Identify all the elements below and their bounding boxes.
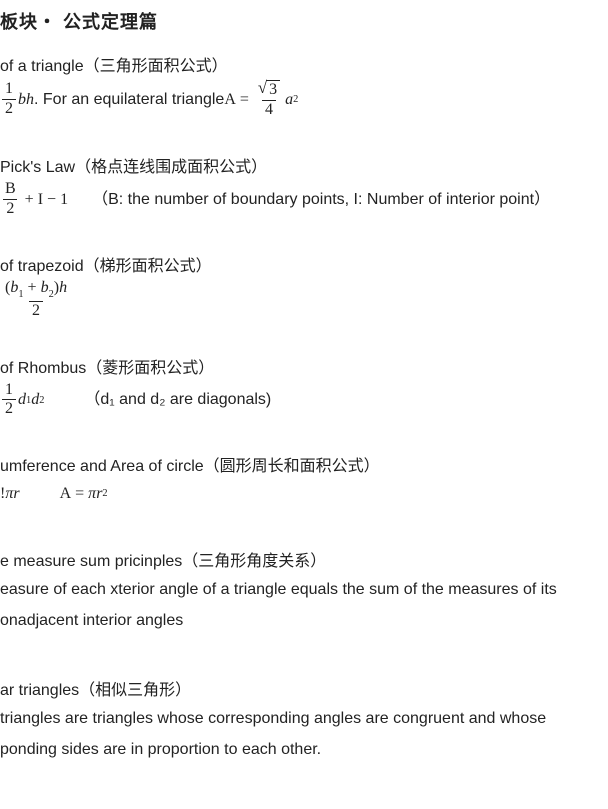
section-title-picks: Pick's Law（格点连线围成面积公式） (0, 153, 598, 177)
similar-body-line-1: triangles are triangles whose correspond… (0, 704, 598, 734)
rhombus-note: （d₁ and d₂ are diagonals) (84, 386, 271, 413)
section-title-angles: e measure sum pricinples（三角形角度关系） (0, 547, 598, 571)
section-title-diameter: neter Principles（垂径定理） (0, 805, 598, 809)
section-title-circle: umference and Area of circle（圆形周长和面积公式） (0, 452, 598, 476)
formula-equilateral-area: A = √3 4 a2 (224, 80, 298, 119)
similar-body-line-2: ponding sides are in proportion to each … (0, 735, 598, 765)
section-title-similar: ar triangles（相似三角形） (0, 676, 598, 700)
section-title-triangle: of a triangle（三角形面积公式） (0, 52, 598, 76)
formula-rhombus: 12 d1d2 (0, 382, 44, 419)
circle-formula-line: !πr A = πr2 (0, 480, 598, 507)
angles-body-line-2: onadjacent interior angles (0, 606, 598, 636)
formula-trapezoid: (b1 + b2)h 2 (0, 280, 72, 320)
angles-body: easure of each xterior angle of a triang… (0, 575, 598, 636)
section-title-rhombus: of Rhombus（菱形面积公式） (0, 354, 598, 378)
page-header: 板块・ 公式定理篇 (0, 8, 598, 34)
formula-triangle-half-bh: 12 bh (0, 81, 34, 118)
formula-circumference: !πr (0, 480, 20, 507)
rhombus-formula-line: 12 d1d2 （d₁ and d₂ are diagonals) (0, 382, 598, 419)
triangle-text-middle: . For an equilateral triangle (34, 86, 224, 113)
trapezoid-formula-line: (b1 + b2)h 2 (0, 280, 598, 320)
triangle-formula-line: 12 bh . For an equilateral triangle A = … (0, 80, 598, 119)
section-title-trapezoid: of trapezoid（梯形面积公式） (0, 252, 598, 276)
formula-circle-area: A = πr2 (60, 480, 108, 507)
angles-body-line-1: easure of each xterior angle of a triang… (0, 575, 598, 605)
document-page: 板块・ 公式定理篇 of a triangle（三角形面积公式） 12 bh .… (0, 0, 608, 809)
formula-picks: B2 + I − 1 (0, 181, 68, 218)
similar-body: triangles are triangles whose correspond… (0, 704, 598, 765)
picks-formula-line: B2 + I − 1 （B: the number of boundary po… (0, 181, 598, 218)
picks-note: （B: the number of boundary points, I: Nu… (92, 186, 550, 213)
